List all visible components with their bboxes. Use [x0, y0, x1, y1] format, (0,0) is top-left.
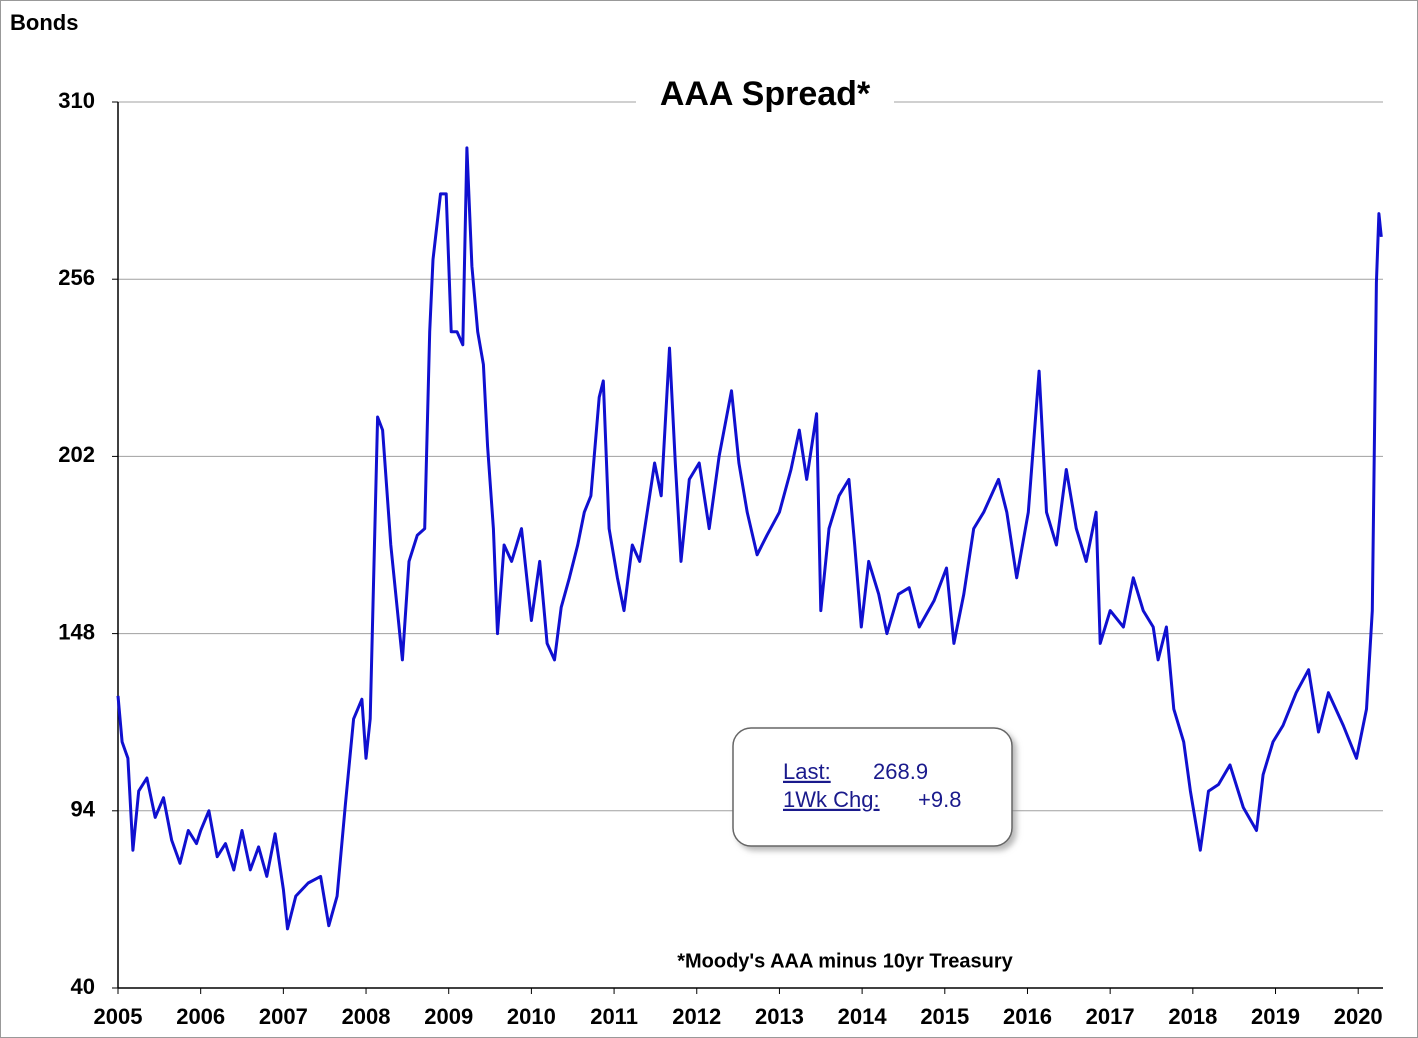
x-tick-label: 2019: [1251, 1004, 1300, 1029]
change-label: 1Wk Chg:: [783, 787, 880, 812]
x-tick-label: 2018: [1168, 1004, 1217, 1029]
x-tick-label: 2020: [1334, 1004, 1383, 1029]
x-tick-label: 2012: [672, 1004, 721, 1029]
last-value: 268.9: [873, 759, 928, 784]
x-tick-label: 2009: [424, 1004, 473, 1029]
footnote: *Moody's AAA minus 10yr Treasury: [677, 950, 1013, 972]
x-tick-label: 2010: [507, 1004, 556, 1029]
y-tick-label: 310: [58, 88, 95, 113]
change-value: +9.8: [918, 787, 961, 812]
header: Bonds: [10, 10, 78, 35]
x-tick-label: 2007: [259, 1004, 308, 1029]
y-tick-label: 40: [71, 974, 95, 999]
x-tick-label: 2005: [94, 1004, 143, 1029]
last-label: Last:: [783, 759, 831, 784]
y-tick-label: 94: [71, 797, 96, 822]
x-tick-label: 2017: [1086, 1004, 1135, 1029]
x-tick-label: 2014: [838, 1004, 888, 1029]
x-tick-label: 2016: [1003, 1004, 1052, 1029]
x-tick-label: 2013: [755, 1004, 804, 1029]
stats-box: [732, 727, 1013, 847]
chart-title: AAA Spread*: [660, 75, 871, 113]
x-tick-label: 2006: [176, 1004, 225, 1029]
y-tick-label: 148: [58, 619, 95, 644]
title-bg: [636, 76, 894, 116]
x-tick-label: 2015: [920, 1004, 969, 1029]
y-tick-label: 256: [58, 265, 95, 290]
x-tick-label: 2011: [590, 1004, 638, 1029]
x-tick-label: 2008: [342, 1004, 391, 1029]
y-tick-label: 202: [58, 442, 95, 467]
spread-line: [116, 146, 1383, 931]
